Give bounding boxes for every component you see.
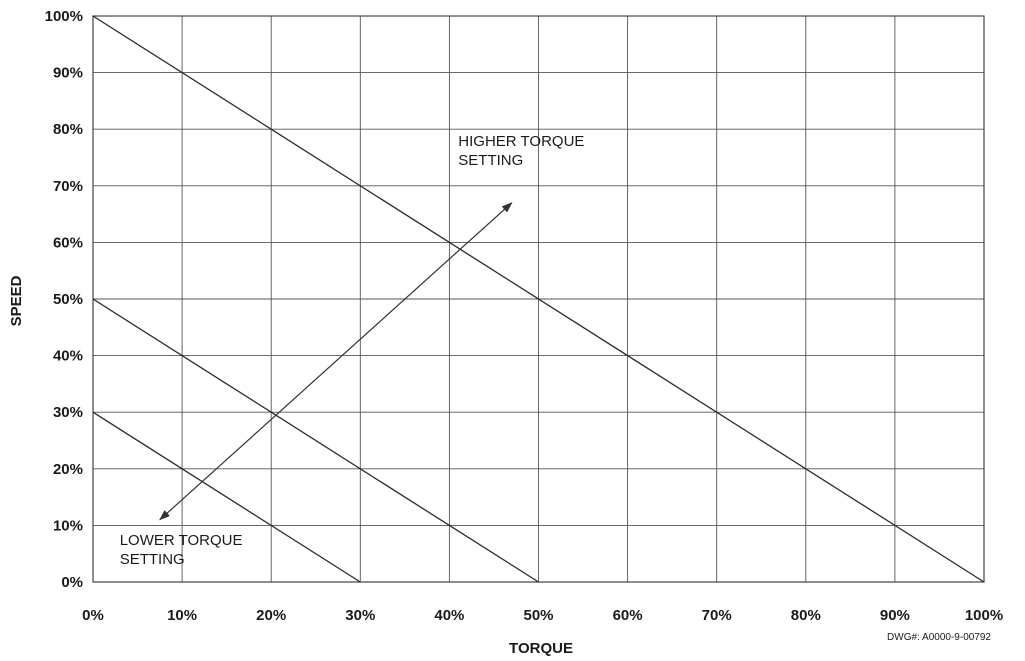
y-tick-label: 70%: [53, 178, 83, 195]
y-axis-title: SPEED: [8, 275, 25, 326]
y-tick-labels: 0% 10% 20% 30% 40% 50% 60% 70% 80% 90% 100%: [45, 8, 83, 591]
x-tick-label: 80%: [791, 607, 821, 624]
x-tick-label: 70%: [702, 607, 732, 624]
y-tick-label: 30%: [53, 404, 83, 421]
x-tick-label: 0%: [82, 607, 104, 624]
annotation-line: LOWER TORQUE: [120, 532, 243, 549]
drawing-number: DWG#: A0000-9-00792: [887, 632, 991, 643]
x-axis-title: TORQUE: [509, 640, 573, 657]
y-tick-label: 100%: [45, 8, 83, 25]
x-tick-labels: 0% 10% 20% 30% 40% 50% 60% 70% 80% 90% 100%: [82, 607, 1003, 624]
torque-setting-line-3: [92, 15, 985, 583]
x-tick-label: 40%: [434, 607, 464, 624]
higher-torque-annotation: HIGHER TORQUE SETTING: [458, 133, 584, 169]
y-tick-label: 90%: [53, 65, 83, 82]
x-tick-label: 100%: [965, 607, 1003, 624]
x-tick-label: 20%: [256, 607, 286, 624]
x-tick-label: 60%: [613, 607, 643, 624]
y-tick-label: 0%: [61, 574, 83, 591]
y-tick-label: 60%: [53, 234, 83, 251]
y-tick-label: 40%: [53, 348, 83, 365]
y-tick-label: 10%: [53, 517, 83, 534]
y-tick-label: 50%: [53, 291, 83, 308]
annotation-line: SETTING: [120, 551, 185, 568]
annotation-layer: HIGHER TORQUE SETTING LOWER TORQUE SETTING: [120, 133, 585, 568]
x-tick-label: 10%: [167, 607, 197, 624]
lower-torque-annotation: LOWER TORQUE SETTING: [120, 532, 243, 568]
annotation-line: SETTING: [458, 152, 523, 169]
x-tick-label: 30%: [345, 607, 375, 624]
y-tick-label: 20%: [53, 461, 83, 478]
y-tick-label: 80%: [53, 121, 83, 138]
x-tick-label: 90%: [880, 607, 910, 624]
x-tick-label: 50%: [523, 607, 553, 624]
annotation-line: HIGHER TORQUE: [458, 133, 584, 150]
torque-setting-arrow: [159, 202, 513, 521]
